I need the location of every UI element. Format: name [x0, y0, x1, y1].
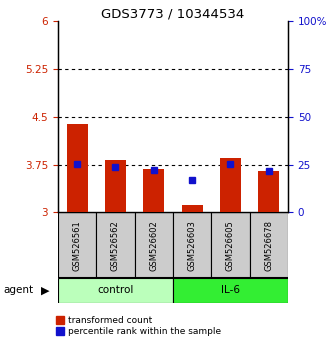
Bar	[173, 278, 288, 303]
Text: GSM526603: GSM526603	[188, 220, 197, 270]
Legend: transformed count, percentile rank within the sample: transformed count, percentile rank withi…	[56, 316, 221, 336]
Text: IL-6: IL-6	[221, 285, 240, 295]
Text: GSM526562: GSM526562	[111, 220, 120, 270]
Bar	[105, 160, 126, 212]
Text: GSM526678: GSM526678	[264, 219, 273, 271]
Bar	[135, 212, 173, 278]
Bar	[211, 212, 250, 278]
Bar	[250, 212, 288, 278]
Bar	[220, 158, 241, 212]
Bar	[96, 212, 135, 278]
Bar	[67, 125, 88, 212]
Title: GDS3773 / 10344534: GDS3773 / 10344534	[101, 7, 245, 20]
Bar	[143, 169, 164, 212]
Bar	[58, 278, 173, 303]
Bar	[182, 205, 203, 212]
Bar	[173, 212, 211, 278]
Text: control: control	[97, 285, 134, 295]
Text: GSM526605: GSM526605	[226, 220, 235, 270]
Bar	[258, 171, 279, 212]
Bar	[58, 212, 96, 278]
Text: GSM526561: GSM526561	[72, 220, 82, 270]
Text: ▶: ▶	[41, 285, 50, 295]
Text: GSM526602: GSM526602	[149, 220, 158, 270]
Text: agent: agent	[3, 285, 33, 295]
